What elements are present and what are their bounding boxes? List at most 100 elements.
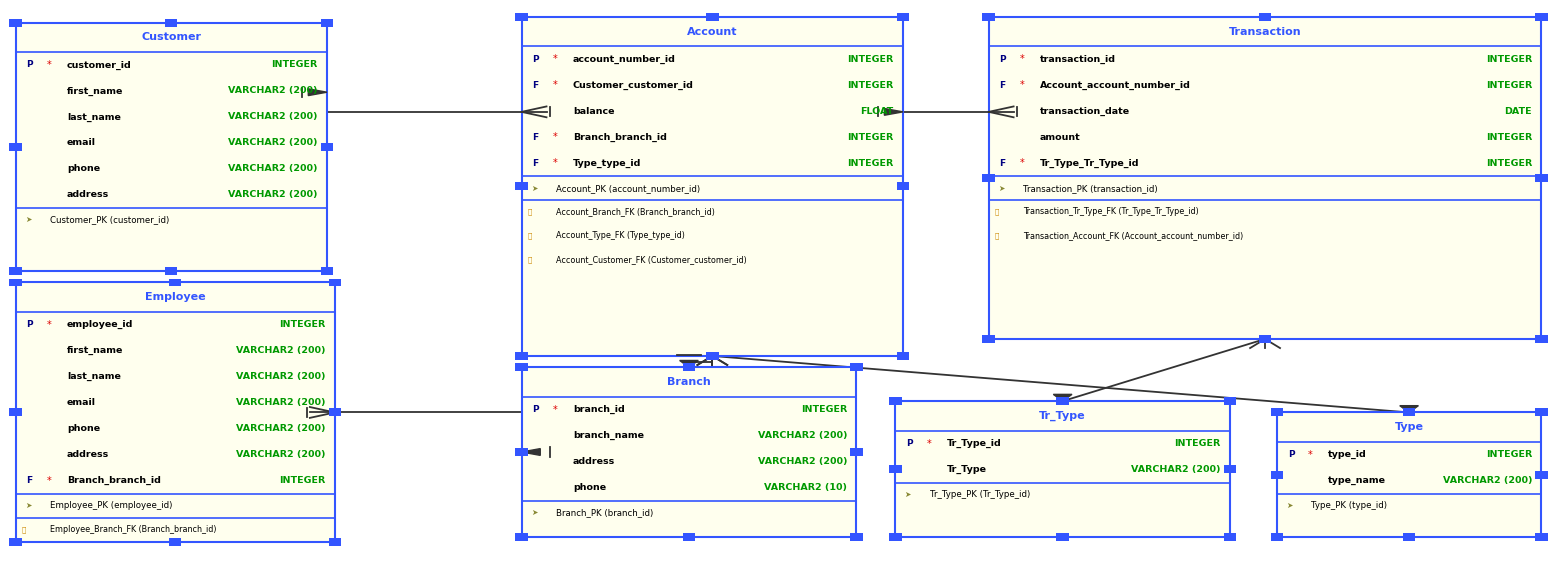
Polygon shape bbox=[1053, 394, 1071, 401]
Text: transaction_id: transaction_id bbox=[1040, 55, 1116, 64]
Bar bbox=[897, 352, 909, 360]
Text: 🔑: 🔑 bbox=[22, 526, 26, 533]
Text: Account_Branch_FK (Branch_branch_id): Account_Branch_FK (Branch_branch_id) bbox=[556, 207, 715, 216]
Bar bbox=[1535, 174, 1548, 182]
Text: *: * bbox=[926, 438, 931, 449]
Polygon shape bbox=[308, 89, 327, 95]
Text: Transaction_Account_FK (Account_account_number_id): Transaction_Account_FK (Account_account_… bbox=[1023, 231, 1242, 240]
Bar bbox=[515, 363, 528, 371]
Bar bbox=[329, 279, 341, 286]
Bar bbox=[522, 17, 903, 356]
Text: ➤: ➤ bbox=[531, 508, 537, 517]
Text: VARCHAR2 (200): VARCHAR2 (200) bbox=[758, 431, 847, 440]
Bar bbox=[1224, 533, 1236, 541]
Bar bbox=[1535, 533, 1548, 541]
Bar bbox=[897, 182, 909, 190]
Text: Tr_Type_id: Tr_Type_id bbox=[947, 439, 1001, 448]
Text: INTEGER: INTEGER bbox=[1485, 159, 1532, 168]
Text: Branch_PK (branch_id): Branch_PK (branch_id) bbox=[556, 508, 652, 517]
Text: Branch_branch_id: Branch_branch_id bbox=[573, 133, 666, 142]
Text: amount: amount bbox=[1040, 133, 1081, 142]
Text: Type_PK (type_id): Type_PK (type_id) bbox=[1311, 501, 1387, 510]
Text: ➤: ➤ bbox=[998, 184, 1004, 193]
Text: Transaction_Tr_Type_FK (Tr_Type_Tr_Type_id): Transaction_Tr_Type_FK (Tr_Type_Tr_Type_… bbox=[1023, 207, 1199, 216]
Text: P: P bbox=[26, 320, 33, 329]
Bar bbox=[1258, 13, 1271, 21]
Text: email: email bbox=[67, 138, 97, 147]
Bar bbox=[9, 279, 22, 286]
Text: Customer_PK (customer_id): Customer_PK (customer_id) bbox=[50, 215, 170, 224]
Text: VARCHAR2 (200): VARCHAR2 (200) bbox=[758, 457, 847, 466]
Bar bbox=[16, 23, 327, 271]
Text: employee_id: employee_id bbox=[67, 320, 134, 329]
Text: balance: balance bbox=[573, 107, 615, 116]
Text: VARCHAR2 (200): VARCHAR2 (200) bbox=[1443, 476, 1532, 485]
Bar bbox=[982, 335, 995, 343]
Bar bbox=[889, 397, 902, 405]
Text: email: email bbox=[67, 398, 97, 407]
Text: 🔑: 🔑 bbox=[528, 256, 532, 263]
Text: Customer: Customer bbox=[142, 32, 201, 42]
Text: Tr_Type_Tr_Type_id: Tr_Type_Tr_Type_id bbox=[1040, 159, 1140, 168]
Text: INTEGER: INTEGER bbox=[1485, 55, 1532, 64]
Bar bbox=[165, 267, 177, 275]
Text: *: * bbox=[553, 80, 557, 90]
Text: Account_account_number_id: Account_account_number_id bbox=[1040, 81, 1191, 90]
Text: branch_id: branch_id bbox=[573, 405, 624, 414]
Text: Employee_PK (employee_id): Employee_PK (employee_id) bbox=[50, 501, 173, 510]
Text: F: F bbox=[26, 476, 33, 485]
Text: Account_PK (account_number_id): Account_PK (account_number_id) bbox=[556, 184, 701, 193]
Bar bbox=[168, 279, 181, 286]
Text: INTEGER: INTEGER bbox=[800, 405, 847, 414]
Text: *: * bbox=[47, 320, 51, 330]
Text: branch_name: branch_name bbox=[573, 431, 645, 440]
Text: *: * bbox=[553, 158, 557, 168]
Text: Tr_Type: Tr_Type bbox=[1040, 411, 1085, 421]
Bar bbox=[1271, 471, 1283, 479]
Text: VARCHAR2 (200): VARCHAR2 (200) bbox=[237, 424, 325, 433]
Bar bbox=[522, 367, 856, 537]
Text: VARCHAR2 (200): VARCHAR2 (200) bbox=[229, 164, 318, 173]
Bar bbox=[850, 533, 863, 541]
Text: VARCHAR2 (200): VARCHAR2 (200) bbox=[229, 86, 318, 95]
Text: INTEGER: INTEGER bbox=[1485, 133, 1532, 142]
Bar bbox=[889, 465, 902, 473]
Text: P: P bbox=[532, 55, 539, 64]
Text: address: address bbox=[573, 457, 615, 466]
Text: Branch_branch_id: Branch_branch_id bbox=[67, 476, 160, 485]
Bar bbox=[982, 13, 995, 21]
Text: INTEGER: INTEGER bbox=[847, 159, 894, 168]
Text: P: P bbox=[532, 405, 539, 414]
Text: address: address bbox=[67, 450, 109, 459]
Bar bbox=[1535, 408, 1548, 416]
Bar bbox=[682, 533, 694, 541]
Text: Tr_Type_PK (Tr_Type_id): Tr_Type_PK (Tr_Type_id) bbox=[930, 490, 1029, 499]
Text: Branch: Branch bbox=[666, 377, 712, 387]
Text: *: * bbox=[47, 60, 51, 70]
Text: ➤: ➤ bbox=[25, 215, 31, 224]
Text: INTEGER: INTEGER bbox=[847, 55, 894, 64]
Text: address: address bbox=[67, 190, 109, 199]
Bar bbox=[989, 17, 1541, 339]
Text: customer_id: customer_id bbox=[67, 60, 132, 69]
Text: Type_type_id: Type_type_id bbox=[573, 159, 641, 168]
Text: *: * bbox=[1020, 158, 1025, 168]
Text: first_name: first_name bbox=[67, 86, 123, 95]
Text: P: P bbox=[26, 60, 33, 69]
Text: 🔑: 🔑 bbox=[995, 232, 1000, 239]
Text: ➤: ➤ bbox=[531, 184, 537, 193]
Text: phone: phone bbox=[67, 424, 100, 433]
Bar bbox=[897, 13, 909, 21]
Bar bbox=[1056, 397, 1068, 405]
Text: INTEGER: INTEGER bbox=[847, 133, 894, 142]
Text: VARCHAR2 (200): VARCHAR2 (200) bbox=[1132, 465, 1221, 474]
Text: ➤: ➤ bbox=[1286, 501, 1292, 510]
Bar bbox=[850, 448, 863, 456]
Text: ➤: ➤ bbox=[25, 501, 31, 510]
Text: FLOAT: FLOAT bbox=[861, 107, 894, 116]
Bar bbox=[9, 143, 22, 151]
Bar bbox=[982, 174, 995, 182]
Bar bbox=[515, 13, 528, 21]
Text: VARCHAR2 (200): VARCHAR2 (200) bbox=[237, 450, 325, 459]
Text: INTEGER: INTEGER bbox=[279, 320, 325, 329]
